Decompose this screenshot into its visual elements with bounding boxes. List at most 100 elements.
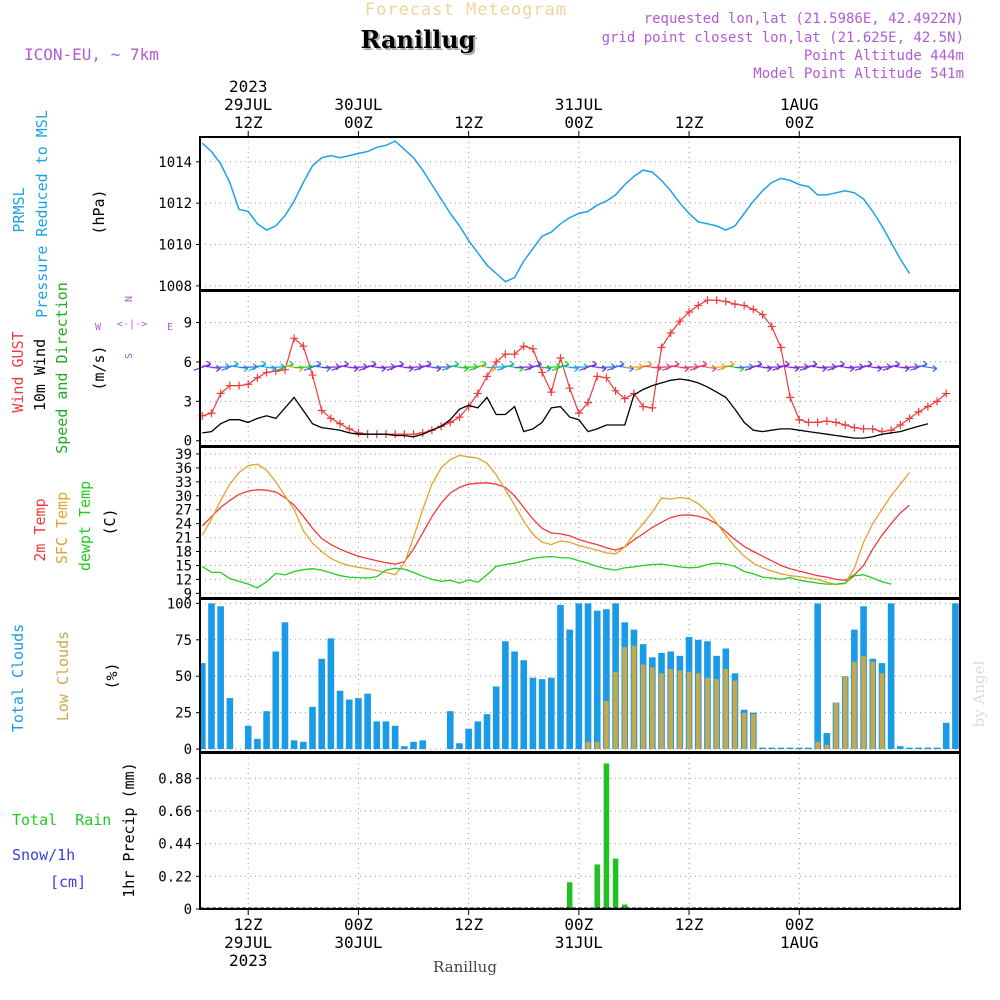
total-cloud-bar (217, 606, 224, 750)
wind-arrow (891, 365, 910, 370)
gust-marker (914, 407, 923, 416)
y-tick-label: 27 (175, 503, 192, 519)
y-tick-label: 0.88 (158, 771, 192, 787)
rain-bar (612, 858, 619, 909)
compass-e: E (167, 322, 173, 333)
pressure-line (201, 140, 911, 283)
wind-arrow (432, 366, 451, 369)
total-cloud-bar (456, 743, 463, 750)
wind-10m-label: 10m Wind (31, 339, 49, 411)
wind-arrow (662, 363, 680, 371)
total-cloud-bar (272, 651, 280, 750)
low-cloud-bar (879, 673, 885, 750)
gust-marker (216, 389, 225, 398)
location-title-shadow: Ranillug (362, 27, 477, 56)
wind-arrow (781, 365, 800, 370)
dewpt-label: dewpt Temp (76, 481, 94, 571)
wind-arrow (505, 365, 524, 370)
wind-arrow (863, 365, 882, 370)
low-cloud-bar (732, 680, 738, 750)
low-cloud-bar (824, 744, 830, 750)
wind-arrow (422, 365, 441, 370)
y-tick-label: 0 (184, 434, 192, 450)
y-tick-label: 30 (175, 489, 192, 505)
clouds-side-labels: Total Clouds Low Clouds (%) (9, 624, 121, 732)
wind-arrow (450, 365, 469, 370)
gust-marker (262, 368, 271, 377)
wind-arrow (707, 366, 726, 369)
gust-marker (868, 424, 877, 433)
gust-marker (694, 301, 703, 310)
top-time-label: 00Z (564, 113, 593, 132)
y-tick-label: 15 (175, 558, 192, 574)
wind-arrow (533, 365, 552, 370)
gust-marker (326, 414, 335, 423)
forecast-meteogram-title: Forecast Meteogram (365, 0, 567, 20)
wind-arrow (588, 365, 607, 370)
bottom-time-label: 31JUL (555, 933, 603, 952)
y-tick-label: 21 (175, 531, 192, 547)
total-cloud-bar (419, 740, 427, 750)
wind-arrow (597, 366, 616, 369)
wind-arrow (459, 366, 478, 369)
low-cloud-bar (705, 677, 710, 750)
rain-bar (603, 763, 610, 909)
wind-arrow (542, 366, 561, 369)
wind-arrow (670, 365, 689, 370)
wind-arrow (386, 363, 404, 371)
total-cloud-bar (520, 660, 528, 750)
wind-arrow (772, 363, 790, 371)
wind-arrow (193, 363, 211, 371)
total-cloud-bar (759, 747, 766, 750)
gust-marker (822, 417, 831, 426)
wind-arrow (817, 366, 836, 369)
top-time-label: 12Z (234, 113, 263, 132)
wind-arrow (414, 363, 432, 371)
dewpt-line (201, 555, 892, 589)
bottom-time-label: 12Z (234, 915, 263, 934)
pressure-side-labels: PRMSL Pressure Reduced to MSL (hPa) (10, 110, 108, 318)
gust-marker (657, 343, 666, 352)
chart-panels: 1008101010121014036991215182124273033363… (158, 136, 961, 918)
gust-marker (611, 386, 620, 395)
total-cloud-bar (566, 629, 573, 750)
total-cloud-bar (263, 711, 270, 750)
snow-unit-label: [cm] (50, 873, 86, 891)
point-altitude: Point Altitude 444m (804, 48, 964, 64)
wind-arrow (753, 365, 772, 370)
low-cloud-bar (741, 712, 747, 750)
panel-wind: 0 3 6 9 (184, 291, 960, 450)
wind-arrow (202, 365, 221, 370)
compass-n: N (124, 296, 135, 302)
wind-arrow (276, 363, 294, 371)
gust-marker (813, 418, 822, 427)
low-cloud-bar (613, 671, 618, 750)
low-cloud-bar (723, 668, 729, 750)
bottom-time-label: 29JUL (224, 933, 272, 952)
total-cloud-bar (198, 663, 206, 750)
gust-marker (804, 418, 813, 427)
compass-w: W (95, 322, 102, 333)
wind-arrow (808, 365, 827, 370)
low-cloud-bar (659, 673, 664, 750)
wind-arrow (624, 366, 643, 369)
total-cloud-bar (795, 747, 803, 750)
wind-arrow (239, 366, 258, 369)
panel-precip: 0 0.22 0.44 0.66 0.88 (158, 753, 960, 918)
total-cloud-bar (814, 603, 821, 750)
gust-marker (244, 380, 253, 389)
gust-marker (354, 428, 363, 437)
precip-side-labels: Total Rain Snow/1h [cm] 1hr Precip (mm) (12, 762, 138, 897)
wind-arrow (615, 365, 634, 370)
rain-bar (622, 904, 628, 909)
total-cloud-bar (805, 747, 812, 750)
gust-marker (519, 342, 528, 351)
total-cloud-bar (208, 603, 215, 750)
snow-label: Snow/1h (12, 846, 75, 864)
panel-pressure: 1008 1010 1012 1014 (158, 137, 960, 295)
low-cloud-bar (833, 702, 839, 750)
wind-gust-label: Wind GUST (9, 331, 27, 412)
y-tick-label: 50 (175, 669, 192, 685)
low-cloud-bar (604, 701, 609, 750)
